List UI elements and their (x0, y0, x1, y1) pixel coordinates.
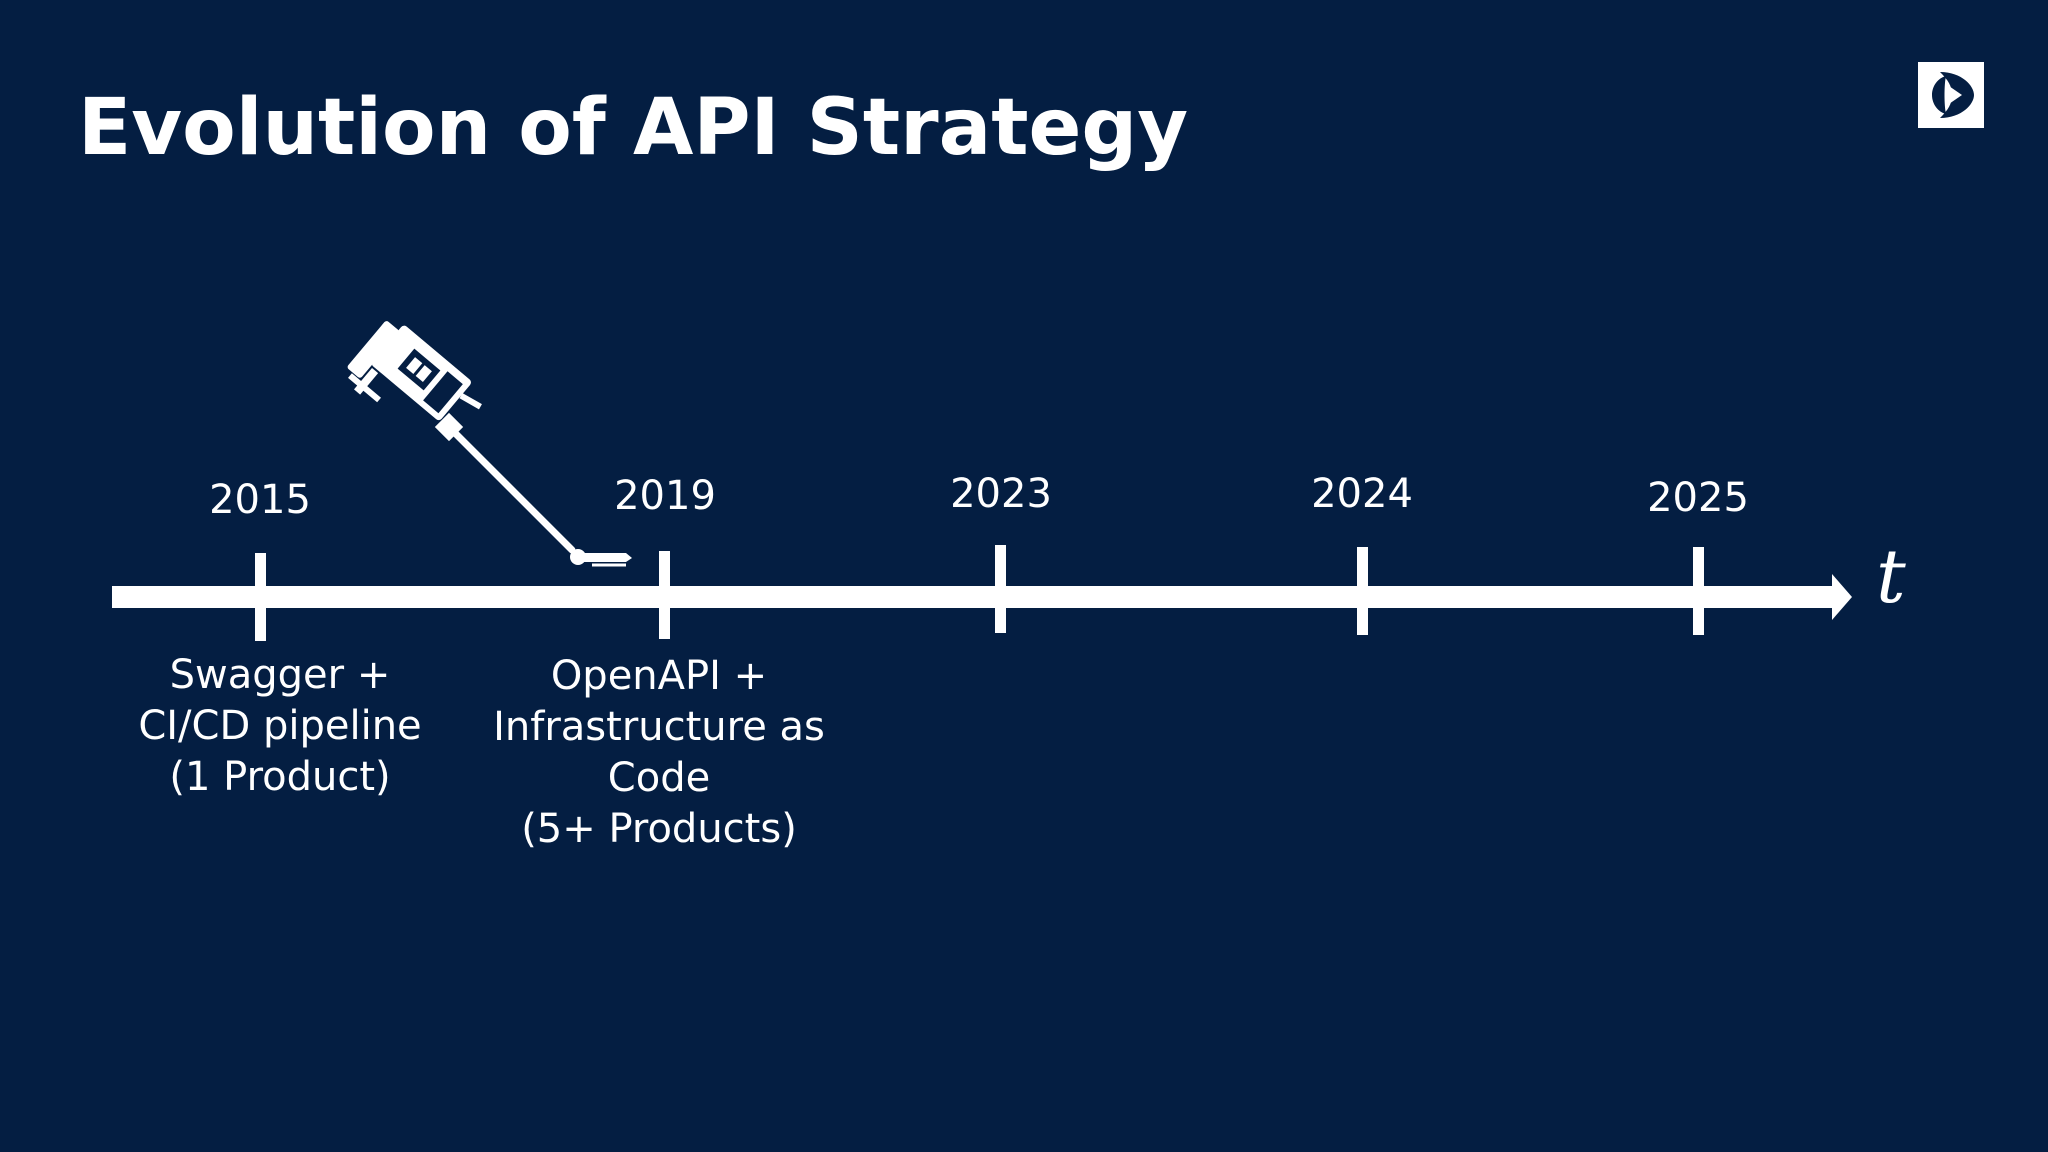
description-line: (1 Product) (169, 754, 391, 800)
timeline-arrowhead (1832, 574, 1852, 620)
description-line: OpenAPI + (550, 653, 768, 699)
tick-2025 (1693, 547, 1704, 635)
tick-2024 (1357, 547, 1368, 635)
description-line: Swagger + (169, 652, 391, 698)
stick-vacuum-cleaner-icon (347, 321, 632, 567)
milestone-description-2019: OpenAPI + Infrastructure as Code (5+ Pro… (459, 651, 859, 855)
milestone-year: 2019 (614, 473, 716, 519)
electrolux-logo-icon (1918, 62, 1984, 128)
timeline-axis-line (112, 586, 1840, 608)
milestone-year: 2015 (209, 477, 311, 523)
slide-title: Evolution of API Strategy (78, 83, 1189, 173)
tick-2023 (995, 545, 1006, 633)
description-line: (5+ Products) (521, 806, 797, 852)
description-line: CI/CD pipeline (138, 703, 422, 749)
description-line: Code (607, 755, 711, 801)
milestone-year: 2023 (950, 471, 1052, 517)
tick-2019 (659, 551, 670, 639)
milestone-description-2015: Swagger + CI/CD pipeline (1 Product) (80, 650, 480, 803)
milestone-year: 2024 (1311, 471, 1413, 517)
milestone-year: 2025 (1647, 475, 1749, 521)
description-line: Infrastructure as (493, 704, 825, 750)
tick-2015 (255, 553, 266, 641)
time-axis-label: t (1876, 534, 1906, 620)
